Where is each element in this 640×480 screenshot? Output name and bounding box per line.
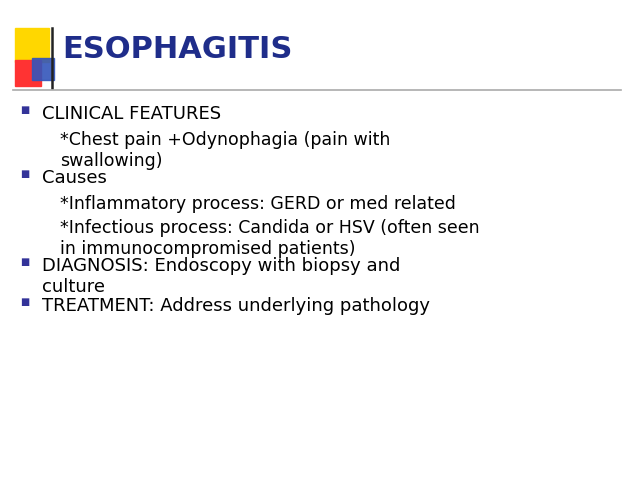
Text: ■: ■ <box>20 297 29 307</box>
Text: Causes: Causes <box>42 169 107 187</box>
Bar <box>32 58 54 80</box>
Text: TREATMENT: Address underlying pathology: TREATMENT: Address underlying pathology <box>42 297 430 315</box>
Text: ESOPHAGITIS: ESOPHAGITIS <box>62 36 292 64</box>
Text: ■: ■ <box>20 257 29 267</box>
Bar <box>15 28 49 62</box>
Text: ■: ■ <box>20 169 29 179</box>
Text: ■: ■ <box>20 105 29 115</box>
Text: *Chest pain +Odynophagia (pain with
swallowing): *Chest pain +Odynophagia (pain with swal… <box>60 131 390 170</box>
Text: *Infectious process: Candida or HSV (often seen
in immunocompromised patients): *Infectious process: Candida or HSV (oft… <box>60 219 479 259</box>
Bar <box>15 60 41 86</box>
Text: CLINICAL FEATURES: CLINICAL FEATURES <box>42 105 221 123</box>
Text: DIAGNOSIS: Endoscopy with biopsy and
culture: DIAGNOSIS: Endoscopy with biopsy and cul… <box>42 257 401 297</box>
Text: *Inflammatory process: GERD or med related: *Inflammatory process: GERD or med relat… <box>60 195 456 213</box>
